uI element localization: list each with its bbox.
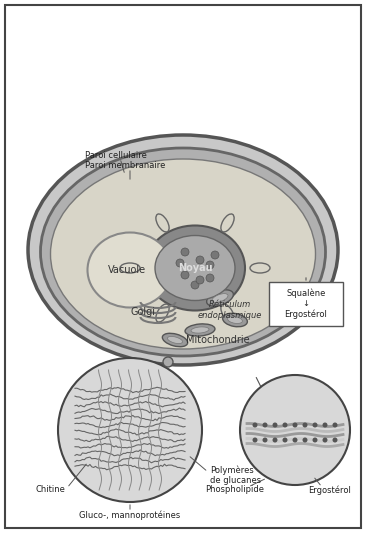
Circle shape	[322, 423, 328, 427]
Circle shape	[163, 357, 173, 367]
Circle shape	[262, 438, 268, 442]
Circle shape	[283, 423, 288, 427]
Text: Chitine: Chitine	[35, 486, 65, 495]
Text: Mitochondrie: Mitochondrie	[186, 335, 250, 345]
FancyBboxPatch shape	[269, 282, 343, 326]
Circle shape	[196, 276, 204, 284]
Circle shape	[303, 423, 307, 427]
Circle shape	[181, 248, 189, 256]
Ellipse shape	[163, 333, 188, 346]
Ellipse shape	[155, 236, 235, 301]
Text: Ergostérol: Ergostérol	[309, 485, 351, 495]
Text: Paroi cellulaire: Paroi cellulaire	[85, 150, 147, 159]
Circle shape	[303, 438, 307, 442]
Circle shape	[58, 358, 202, 502]
FancyBboxPatch shape	[5, 5, 361, 528]
Text: Squalène
↓
Ergostérol: Squalène ↓ Ergostérol	[284, 288, 328, 319]
Text: Vacuole: Vacuole	[108, 265, 146, 275]
Ellipse shape	[41, 148, 325, 356]
Circle shape	[176, 259, 184, 267]
Ellipse shape	[51, 159, 315, 349]
Ellipse shape	[167, 336, 183, 344]
Circle shape	[206, 274, 214, 282]
Text: Phospholipide: Phospholipide	[205, 486, 265, 495]
Ellipse shape	[223, 313, 247, 327]
Circle shape	[191, 281, 199, 289]
Circle shape	[181, 271, 189, 279]
Ellipse shape	[87, 232, 172, 308]
Text: Réticulum
endoplasmique: Réticulum endoplasmique	[198, 300, 262, 320]
Ellipse shape	[185, 324, 215, 336]
Text: Gluco-, mannoprotéines: Gluco-, mannoprotéines	[79, 510, 181, 520]
Text: Paroi membranaire: Paroi membranaire	[85, 160, 165, 169]
Circle shape	[313, 438, 317, 442]
Circle shape	[313, 423, 317, 427]
Circle shape	[206, 261, 214, 269]
Ellipse shape	[212, 294, 228, 302]
Circle shape	[273, 438, 277, 442]
Circle shape	[273, 423, 277, 427]
Ellipse shape	[207, 290, 234, 306]
Circle shape	[253, 438, 258, 442]
Ellipse shape	[28, 135, 338, 365]
Circle shape	[262, 423, 268, 427]
Circle shape	[322, 438, 328, 442]
Circle shape	[292, 423, 298, 427]
Circle shape	[332, 438, 337, 442]
Circle shape	[196, 256, 204, 264]
Circle shape	[292, 438, 298, 442]
Circle shape	[253, 423, 258, 427]
Text: Golgi: Golgi	[131, 307, 156, 317]
Ellipse shape	[228, 317, 242, 324]
Text: Noyau: Noyau	[178, 263, 212, 273]
Ellipse shape	[145, 225, 245, 311]
Text: Polymères
de glucanes: Polymères de glucanes	[210, 465, 261, 485]
Circle shape	[283, 438, 288, 442]
Circle shape	[211, 251, 219, 259]
Circle shape	[240, 375, 350, 485]
Circle shape	[332, 423, 337, 427]
Ellipse shape	[191, 327, 209, 333]
